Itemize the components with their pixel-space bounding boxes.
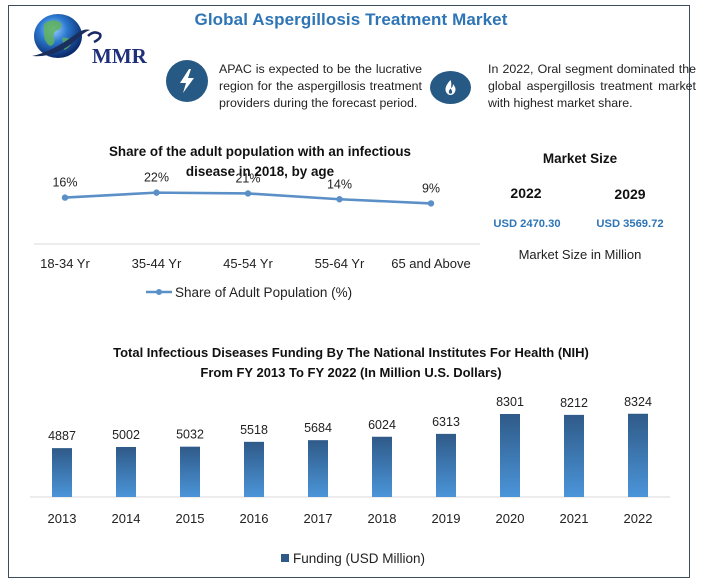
line-point-35-44-yr bbox=[153, 189, 160, 196]
bar-x-tick-label: 2017 bbox=[304, 511, 333, 526]
line-point-65-and-above bbox=[427, 200, 435, 207]
bar-2018 bbox=[372, 436, 392, 497]
logo-text: MMR bbox=[92, 44, 148, 68]
line-data-label: 16% bbox=[52, 176, 77, 190]
line-legend-label: Share of Adult Population (%) bbox=[175, 285, 352, 300]
market-size-value-2029: USD 3569.72 bbox=[596, 218, 664, 230]
bar-x-tick-label: 2021 bbox=[560, 511, 589, 526]
line-x-tick-label: 45-54 Yr bbox=[223, 256, 273, 271]
bar-2021 bbox=[564, 414, 584, 497]
bar-chart-title-line-1: Total Infectious Diseases Funding By The… bbox=[113, 345, 589, 360]
market-size-year-2029: 2029 bbox=[614, 186, 646, 202]
bar-2022 bbox=[628, 413, 648, 497]
line-x-tick-label: 65 and Above bbox=[391, 256, 471, 271]
bar-2016 bbox=[244, 441, 264, 497]
insight-badge-1 bbox=[166, 60, 208, 102]
globe-icon bbox=[32, 14, 90, 58]
line-chart-title-line-1: Share of the adult population with an in… bbox=[108, 144, 412, 159]
market-size-panel: Market Size 2022 2029 USD 2470.30 USD 35… bbox=[480, 130, 702, 280]
market-size-year-2022: 2022 bbox=[510, 185, 542, 201]
bar-x-tick-label: 2014 bbox=[112, 511, 141, 526]
line-data-label: 21% bbox=[235, 171, 260, 185]
insight-text-1: APAC is expected to be the lucrative reg… bbox=[219, 62, 422, 110]
bar-x-tick-label: 2019 bbox=[432, 511, 461, 526]
insight-text-2: In 2022, Oral segment dominated the glob… bbox=[488, 62, 696, 110]
bar-x-tick-label: 2022 bbox=[624, 511, 653, 526]
mmr-logo: MMR bbox=[32, 14, 148, 68]
bar-data-label: 8212 bbox=[560, 396, 588, 410]
line-data-label: 22% bbox=[144, 171, 169, 185]
line-legend-marker bbox=[156, 289, 162, 295]
bar-2014 bbox=[116, 446, 136, 497]
insight-badge-2 bbox=[430, 71, 471, 104]
bar-data-label: 6313 bbox=[432, 415, 460, 429]
bar-x-tick-label: 2020 bbox=[496, 511, 525, 526]
bar-data-label: 5002 bbox=[112, 428, 140, 442]
bar-2020 bbox=[500, 413, 520, 497]
bar-2019 bbox=[436, 433, 456, 497]
line-x-tick-label: 55-64 Yr bbox=[315, 256, 365, 271]
bar-data-label: 8301 bbox=[496, 395, 524, 409]
bar-2017 bbox=[308, 440, 328, 497]
line-point-45-54-yr bbox=[244, 190, 252, 197]
bar-chart-title: Total Infectious Diseases Funding By The… bbox=[0, 343, 702, 383]
flame-icon bbox=[445, 80, 456, 95]
bar-data-label: 8324 bbox=[624, 395, 652, 409]
line-chart-title-line-2: disease in 2018, by age bbox=[185, 164, 335, 179]
line-x-tick-label: 18-34 Yr bbox=[40, 256, 90, 271]
line-point-55-64-yr bbox=[336, 196, 343, 203]
market-size-value-2022: USD 2470.30 bbox=[493, 218, 561, 230]
bar-x-tick-label: 2016 bbox=[240, 511, 269, 526]
bar-legend-label: Funding (USD Million) bbox=[293, 551, 425, 566]
bar-x-tick-label: 2015 bbox=[176, 511, 205, 526]
line-point-18-34-yr bbox=[61, 194, 69, 201]
market-size-title: Market Size bbox=[542, 151, 618, 166]
market-size-caption: Market Size in Million bbox=[518, 247, 642, 262]
bar-x-tick-label: 2018 bbox=[368, 511, 397, 526]
bar-x-tick-label: 2013 bbox=[48, 511, 77, 526]
bar-2015 bbox=[180, 446, 200, 497]
bar-data-label: 4887 bbox=[48, 429, 76, 443]
bar-chart-title-line-2: From FY 2013 To FY 2022 (In Million U.S.… bbox=[200, 365, 502, 380]
line-data-label: 14% bbox=[327, 177, 352, 191]
line-chart-title: Share of the adult population with an in… bbox=[40, 142, 480, 182]
infographic-frame bbox=[8, 5, 690, 578]
bar-data-label: 5518 bbox=[240, 423, 268, 437]
lightning-icon bbox=[180, 69, 194, 93]
bar-2013 bbox=[52, 448, 72, 497]
bar-legend-swatch bbox=[281, 554, 289, 562]
line-x-tick-label: 35-44 Yr bbox=[132, 256, 182, 271]
line-data-label: 9% bbox=[422, 181, 440, 195]
bar-data-label: 5032 bbox=[176, 428, 204, 442]
bar-data-label: 5684 bbox=[304, 421, 332, 435]
page-title: Global Aspergillosis Treatment Market bbox=[194, 10, 508, 29]
bar-data-label: 6024 bbox=[368, 418, 396, 432]
